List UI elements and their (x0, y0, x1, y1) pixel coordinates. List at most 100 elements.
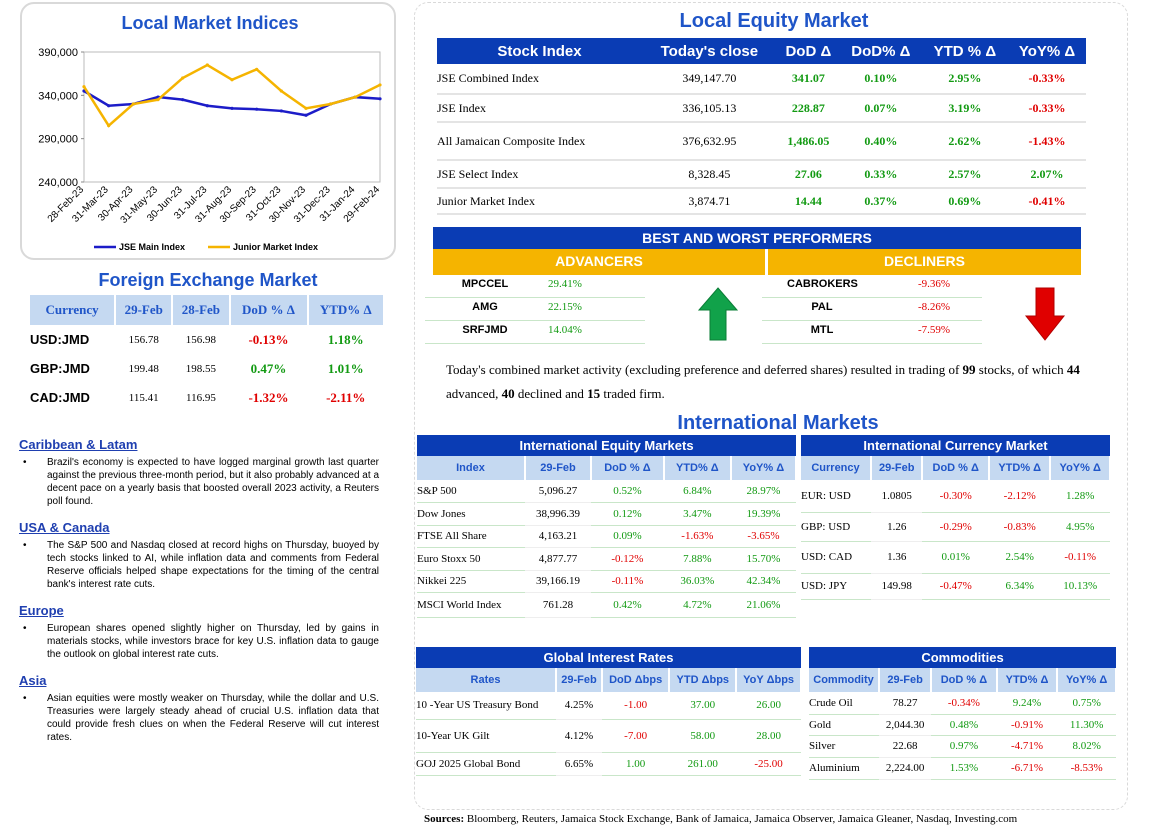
table-cell: 6.34% (988, 573, 1051, 600)
column-header: DoD % Δ (931, 668, 998, 692)
table-row: Junior Market Index 3,874.71 14.44 0.37% 0.6… (437, 188, 1086, 214)
performer-change: 14.04% (548, 324, 582, 336)
data-point (304, 106, 308, 110)
performer-change: -7.59% (918, 324, 951, 336)
table-cell: -0.47% (922, 573, 989, 600)
table-cell: 4.72% (663, 592, 731, 618)
data-point (255, 67, 259, 71)
column-header: 29-Feb (525, 456, 593, 480)
table-cell: 0.75% (1057, 692, 1116, 715)
table-cell: 28.97% (730, 480, 796, 503)
performers-title: BEST AND WORST PERFORMERS (433, 227, 1081, 249)
data-point (82, 85, 86, 89)
forex-table: Currency 29-Feb 28-Feb DoD % Δ YTD% Δ USD:JMD… (30, 295, 385, 412)
data-point (131, 102, 135, 106)
table-cell: All Jamaican Composite Index (437, 133, 586, 148)
table-cell: 1.01% (327, 360, 364, 376)
table-cell: 6.65% (556, 752, 602, 776)
table-cell: -0.11% (591, 570, 664, 593)
news-heading: Europe (19, 603, 64, 618)
table-cell: 0.69% (948, 193, 982, 208)
table-row: 10-Year UK Gilt 4.12% -7.00 58.00 28.00 (416, 719, 801, 753)
column-header: 29-Feb (556, 668, 603, 692)
news-item: Asian equities were mostly weaker on Thu… (19, 692, 379, 744)
y-tick-label: 390,000 (38, 47, 78, 59)
data-point (205, 104, 209, 108)
up-arrow-icon (697, 287, 739, 341)
table-cell: 58.00 (669, 719, 737, 753)
y-tick-label: 340,000 (38, 90, 78, 102)
column-header: Currency (801, 456, 872, 480)
table-title: Global Interest Rates (416, 647, 801, 668)
table-cell: 0.97% (931, 735, 997, 758)
table-cell: 0.40% (864, 133, 898, 148)
sources-line: Sources: Bloomberg, Reuters, Jamaica Sto… (424, 813, 1017, 825)
table-cell: 4,163.21 (525, 525, 592, 548)
column-header: YoY% Δ (1057, 668, 1117, 692)
news-item: The S&P 500 and Nasdaq closed at record … (19, 539, 379, 591)
table-cell: 341.07 (791, 71, 825, 85)
intl-currency-table: International Currency Market Currency 29-… (801, 435, 1111, 600)
table-cell: 0.42% (591, 592, 664, 618)
equity-header: YTD % Δ (921, 38, 1009, 64)
currency-pair: CAD:JMD (30, 390, 90, 405)
activity-text: stocks, of which (975, 362, 1067, 377)
table-cell: 115.41 (128, 391, 159, 404)
column-header: Commodity (809, 668, 880, 692)
table-cell: JSE Combined Index (437, 71, 539, 85)
row-divider (425, 343, 645, 344)
performer-ticker: SRFJMD (462, 324, 508, 336)
forex-header: 29-Feb (115, 295, 174, 325)
down-arrow-icon (1024, 287, 1066, 341)
table-cell: -0.34% (931, 692, 997, 715)
table-cell: 1.36 (871, 541, 923, 574)
row-divider (425, 297, 645, 298)
table-cell: -0.33% (1028, 100, 1066, 115)
table-cell: 2.95% (948, 71, 982, 85)
table-row: All Jamaican Composite Index 376,632.95 1,… (437, 122, 1086, 160)
local-indices-chart: 390,000340,000290,000240,00028-Feb-2331-… (38, 47, 382, 252)
table-cell: 1,486.05 (787, 133, 830, 148)
y-tick-label: 290,000 (38, 134, 78, 146)
table-cell: 198.55 (185, 362, 217, 375)
table-cell: Dow Jones (417, 502, 525, 526)
table-row: Silver 22.68 0.97% -4.71% 8.02% (809, 735, 1116, 758)
table-cell: 11.30% (1057, 714, 1116, 736)
column-header: DoD % Δ (922, 456, 990, 480)
performer-ticker: AMG (472, 301, 498, 313)
equity-header: Stock Index (437, 38, 642, 64)
table-row: JSE Index 336,105.13 228.87 0.07% 3.19% -0.33… (437, 94, 1086, 122)
row-divider (425, 320, 645, 321)
activity-count: 44 (1066, 362, 1080, 377)
table-cell: 22.68 (879, 735, 932, 758)
table-cell: 2,044.30 (879, 714, 932, 736)
data-point (378, 97, 382, 101)
table-cell: 7.88% (663, 547, 731, 571)
table-cell: 0.48% (931, 714, 997, 736)
table-cell: -0.91% (996, 714, 1058, 736)
table-cell: Gold (809, 714, 879, 736)
local-indices-panel: Local Market Indices 390,000 340,000 290,0… (20, 2, 396, 260)
table-cell: 36.03% (663, 570, 731, 593)
table-cell: GOJ 2025 Global Bond (416, 752, 556, 776)
data-point (230, 106, 234, 110)
column-header: DoD Δbps (601, 668, 671, 692)
data-point (378, 83, 382, 87)
table-row: JSE Select Index 8,328.45 27.06 0.33% 2.57% 2… (437, 160, 1086, 188)
column-header: Index (417, 456, 526, 480)
table-row: Crude Oil 78.27 -0.34% 9.24% 0.75% (809, 692, 1116, 715)
sources-text: Bloomberg, Reuters, Jamaica Stock Exchan… (464, 813, 1018, 825)
table-cell: 199.48 (128, 362, 159, 375)
table-cell: JSE Index (437, 100, 486, 115)
table-cell: Junior Market Index (437, 193, 535, 208)
table-cell: 38,996.39 (525, 502, 592, 526)
performer-change: -9.36% (918, 278, 951, 290)
table-cell: JSE Select Index (437, 166, 519, 181)
intl-equity-table: International Equity Markets Index 29-Feb D… (417, 435, 798, 618)
performer-change: 29.41% (548, 278, 582, 290)
interest-rates-table: Global Interest Rates Rates 29-Feb DoD Δbps… (416, 647, 802, 776)
plot-area (83, 51, 381, 183)
table-cell: 42.34% (730, 570, 796, 593)
table-cell: 156.78 (128, 333, 159, 346)
table-cell: 6.84% (663, 480, 731, 503)
